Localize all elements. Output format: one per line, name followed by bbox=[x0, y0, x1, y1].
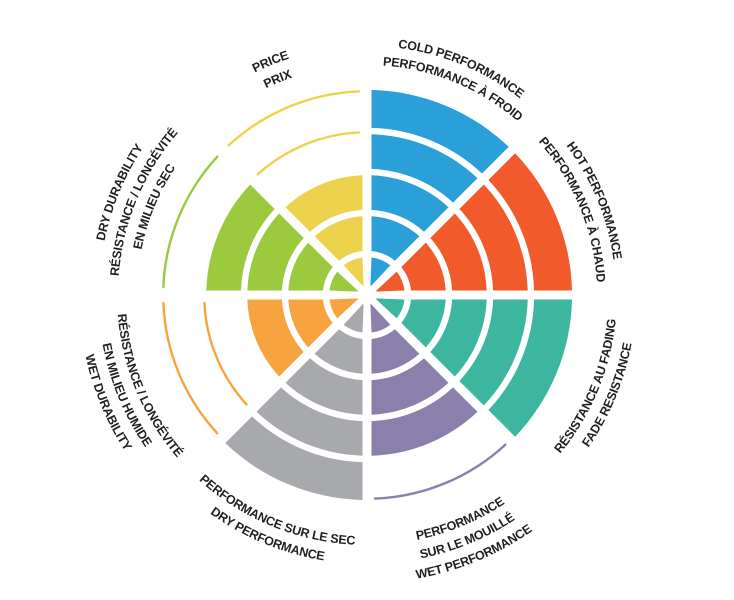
ring-band-dry-performance-3 bbox=[285, 358, 363, 415]
ring-band-dry-performance-2 bbox=[314, 329, 363, 374]
remainder-arc-price-5 bbox=[227, 90, 361, 147]
ring-band-dry-performance-5 bbox=[225, 416, 363, 500]
ring-band-fade-resistance-5 bbox=[488, 299, 572, 437]
ring-band-hot-performance-1 bbox=[376, 271, 405, 292]
ring-band-wet-durability-1 bbox=[329, 298, 358, 319]
ring-band-dry-durability-3 bbox=[247, 213, 304, 291]
remainder-arc-wet-durability-4 bbox=[203, 301, 248, 406]
ring-band-price-2 bbox=[314, 216, 363, 261]
ring-band-cold-performance-1 bbox=[370, 257, 391, 286]
ring-band-wet-performance-4 bbox=[371, 387, 478, 456]
ring-band-wet-durability-2 bbox=[288, 299, 333, 348]
ring-band-hot-performance-3 bbox=[430, 213, 487, 291]
ring-band-dry-durability-1 bbox=[329, 271, 358, 292]
ring-band-dry-durability-4 bbox=[206, 184, 275, 291]
ring-band-cold-performance-4 bbox=[371, 134, 478, 203]
remainder-arc-wet-durability-5 bbox=[162, 301, 219, 435]
ring-band-dry-performance-4 bbox=[256, 387, 363, 456]
ring-band-cold-performance-5 bbox=[371, 90, 509, 174]
ring-band-dry-durability-2 bbox=[288, 242, 333, 291]
sector-bands bbox=[162, 90, 572, 500]
remainder-arc-wet-performance-5 bbox=[373, 443, 507, 500]
ring-band-dry-performance-1 bbox=[343, 304, 364, 333]
ring-band-fade-resistance-2 bbox=[401, 299, 446, 348]
ring-band-fade-resistance-3 bbox=[430, 299, 487, 377]
ring-band-wet-performance-2 bbox=[371, 329, 420, 374]
ring-band-hot-performance-5 bbox=[488, 153, 572, 291]
ring-band-fade-resistance-1 bbox=[376, 298, 405, 319]
ring-band-wet-performance-1 bbox=[370, 304, 391, 333]
ring-band-cold-performance-3 bbox=[371, 175, 449, 232]
ring-band-hot-performance-4 bbox=[459, 184, 528, 291]
ring-band-fade-resistance-4 bbox=[459, 299, 528, 406]
ring-band-wet-durability-3 bbox=[247, 299, 304, 377]
ring-band-price-3 bbox=[285, 175, 363, 232]
remainder-arc-price-4 bbox=[256, 131, 361, 176]
remainder-arc-dry-durability-5 bbox=[162, 155, 219, 289]
ring-band-cold-performance-2 bbox=[371, 216, 420, 261]
ring-band-wet-performance-3 bbox=[371, 358, 449, 415]
ring-band-hot-performance-2 bbox=[401, 242, 446, 291]
ring-band-price-1 bbox=[343, 257, 364, 286]
